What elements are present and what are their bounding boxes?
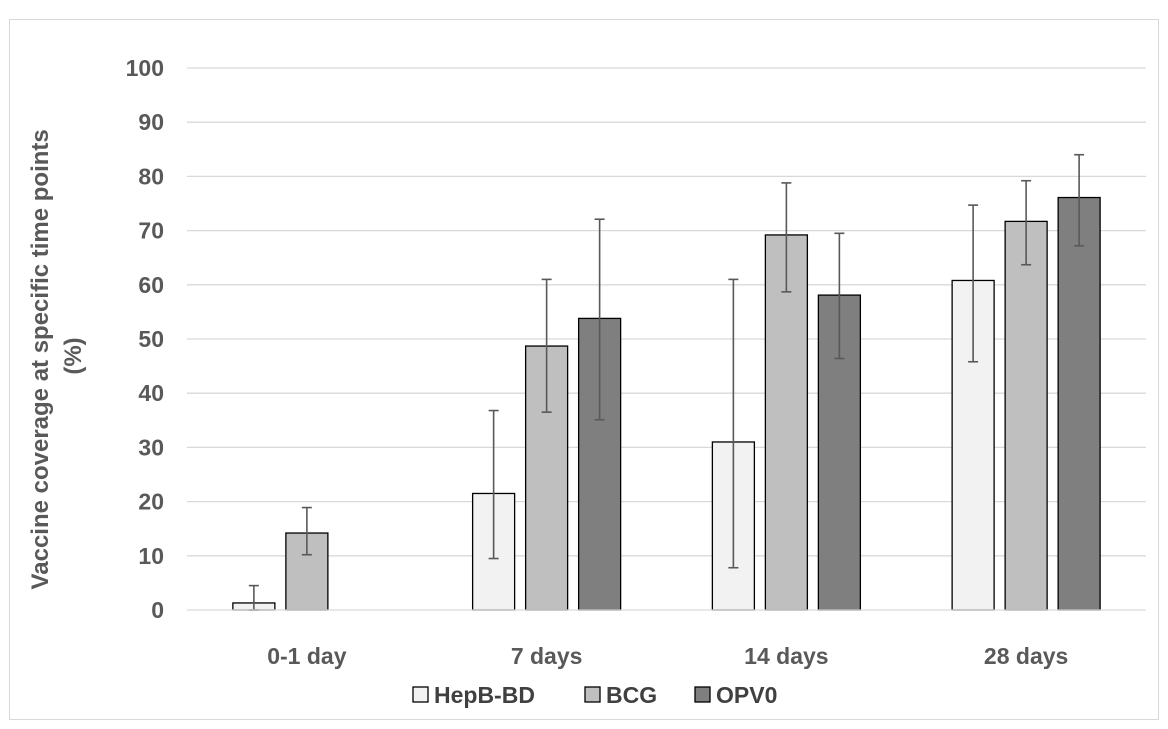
bars: [232, 196, 1101, 611]
y-axis-ticks: 0 10 20 30 40 50 60 70 80 90 100: [126, 55, 164, 623]
legend: HepB-BD BCG OPV0: [412, 682, 777, 708]
y-tick-label: 60: [138, 272, 164, 298]
x-category-label: 0-1 day: [267, 643, 346, 669]
y-tick-label: 20: [138, 489, 164, 515]
legend-label-opv0: OPV0: [716, 682, 777, 708]
y-axis-label-line2: (%): [60, 337, 87, 374]
y-tick-label: 80: [138, 163, 164, 189]
y-tick-label: 50: [138, 326, 164, 352]
x-category-label: 28 days: [984, 643, 1068, 669]
bar-bcg: [1004, 220, 1048, 611]
y-tick-label: 100: [126, 55, 164, 81]
x-category-label: 7 days: [511, 643, 583, 669]
legend-swatch-opv0: [694, 686, 711, 703]
y-tick-label: 70: [138, 218, 164, 244]
y-tick-label: 40: [138, 380, 164, 406]
x-category-label: 14 days: [744, 643, 828, 669]
error-bars: [248, 153, 1085, 611]
y-tick-label: 10: [138, 543, 164, 569]
legend-label-bcg: BCG: [606, 682, 657, 708]
y-axis-label: Vaccine coverage at specific time points…: [27, 123, 87, 590]
gridlines: [187, 67, 1146, 557]
chart-frame: [9, 19, 1159, 720]
y-tick-label: 30: [138, 434, 164, 460]
y-tick-label: 90: [138, 109, 164, 135]
legend-swatch-hepb-bd: [412, 686, 429, 703]
bar-bcg: [285, 532, 329, 611]
legend-label-hepb-bd: HepB-BD: [434, 682, 535, 708]
x-axis-categories: 0-1 day 7 days 14 days 28 days: [267, 643, 1068, 669]
bar-opv0: [1057, 196, 1101, 611]
y-axis-label-line1: Vaccine coverage at specific time points: [27, 129, 54, 589]
legend-swatch-bcg: [584, 686, 601, 703]
y-tick-label: 0: [151, 597, 164, 623]
